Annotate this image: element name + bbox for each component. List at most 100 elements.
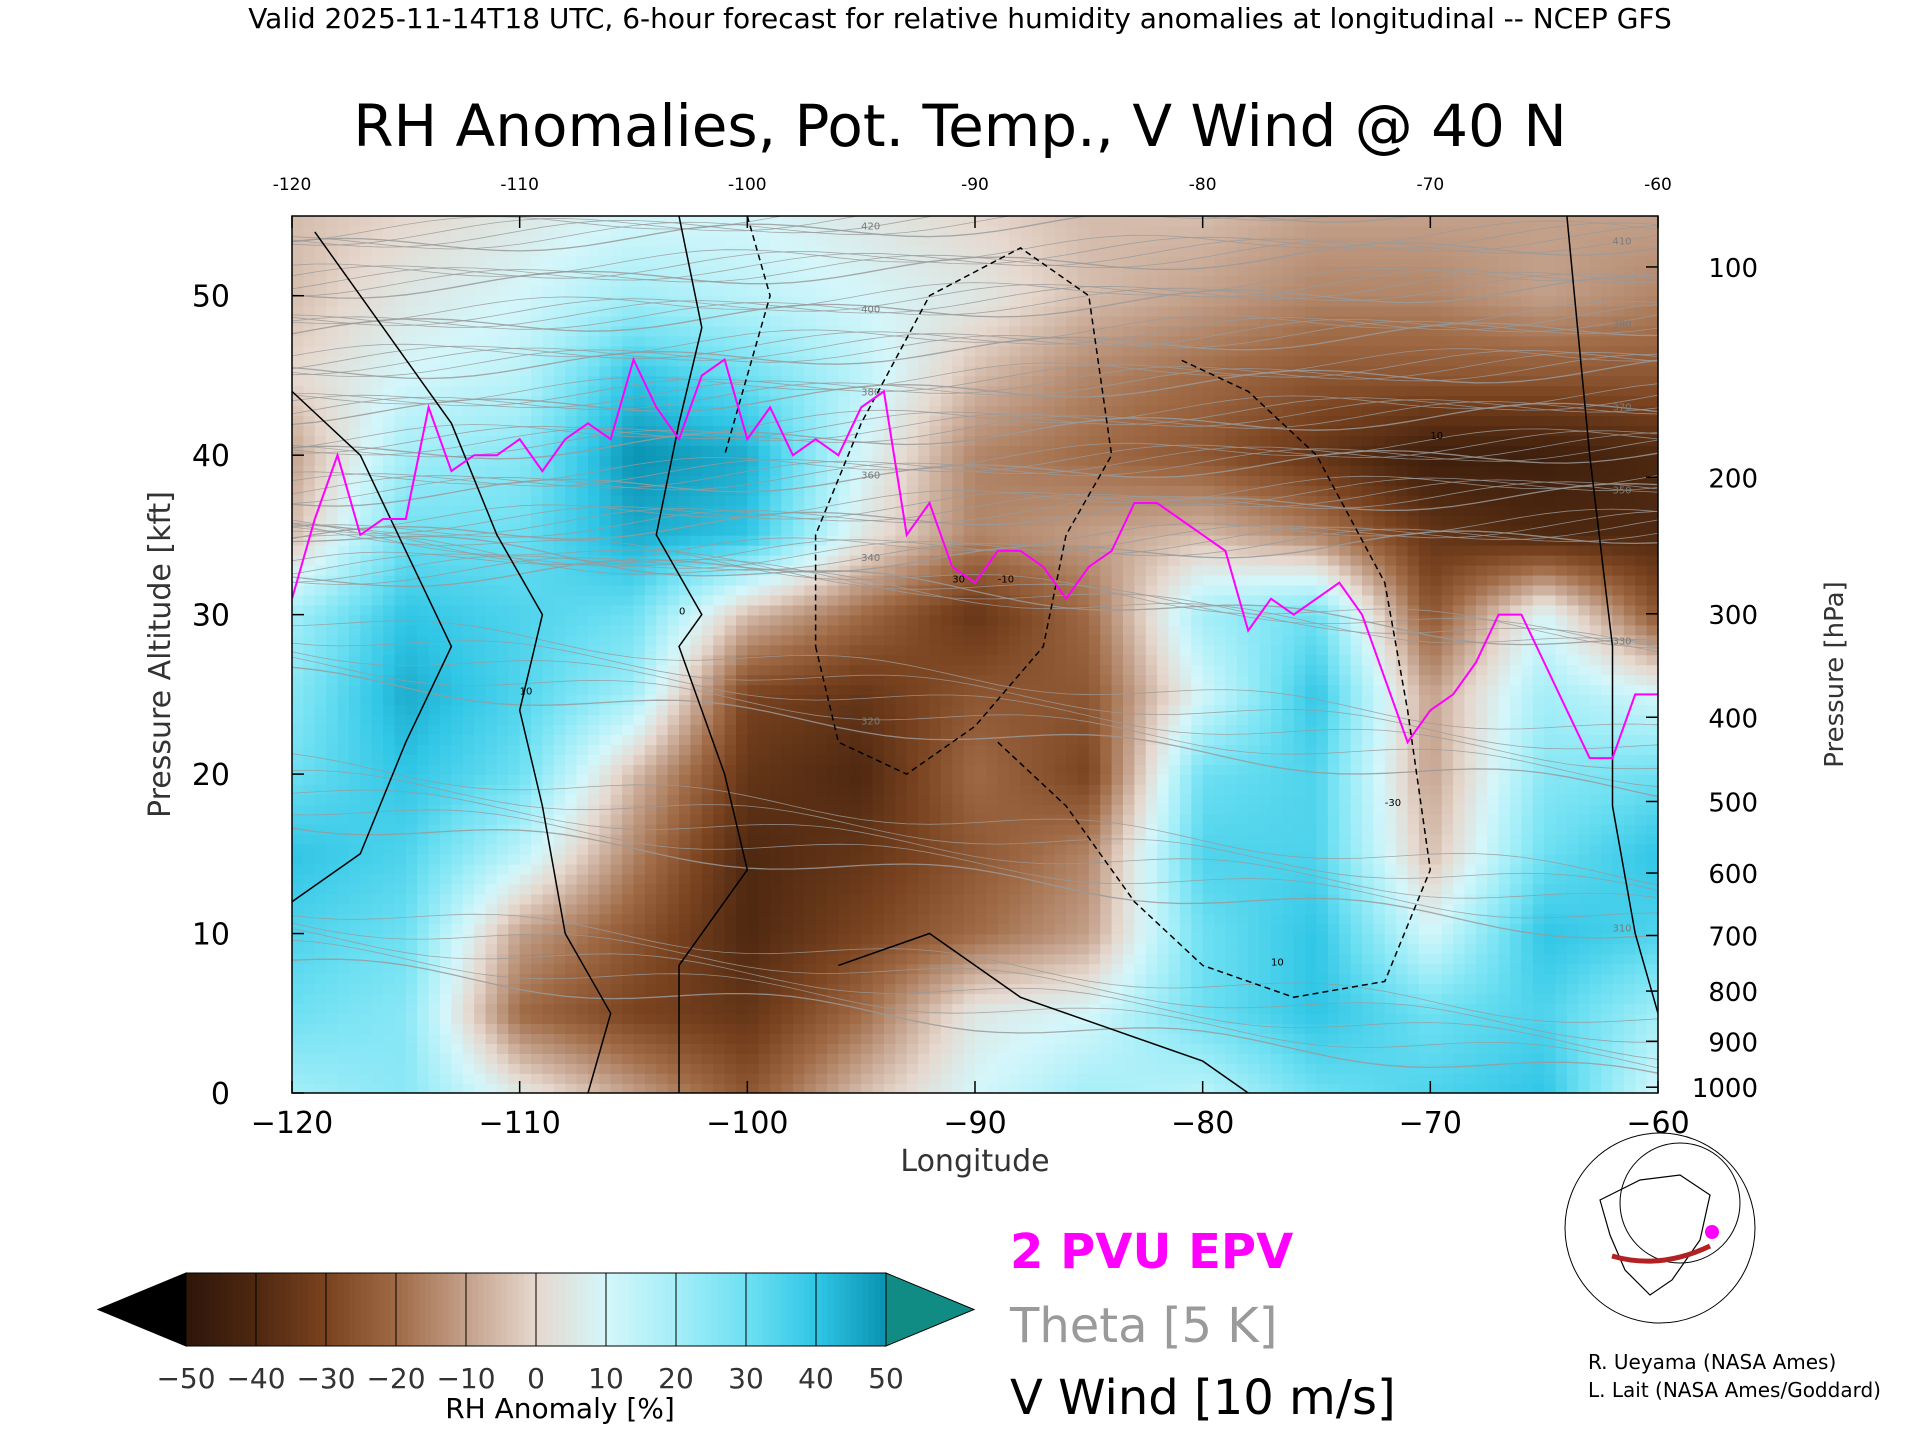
heatmap-cell (474, 883, 487, 895)
heatmap-cell (679, 754, 692, 765)
heatmap-cell (1282, 774, 1295, 785)
heatmap-cell (1225, 754, 1238, 765)
heatmap-cell (292, 993, 305, 1005)
heatmap-cell (405, 1063, 419, 1074)
heatmap-cell (1031, 953, 1045, 965)
heatmap-cell (1521, 1063, 1534, 1074)
heatmap-cell (1202, 754, 1215, 765)
heatmap-cell (895, 774, 908, 785)
heatmap-cell (1532, 893, 1545, 905)
heatmap-cell (1191, 923, 1204, 935)
heatmap-cell (724, 1043, 737, 1054)
heatmap-cell (1077, 754, 1090, 765)
heatmap-cell (1544, 724, 1557, 736)
heatmap-cell (622, 704, 635, 716)
heatmap-cell (735, 744, 749, 755)
heatmap-cell (1510, 764, 1523, 775)
heatmap-cell (1589, 963, 1602, 975)
heatmap-cell (735, 784, 749, 795)
heatmap-cell (337, 813, 350, 825)
heatmap-cell (1373, 933, 1386, 945)
heatmap-cell (1122, 943, 1136, 955)
heatmap-cell (872, 843, 885, 855)
heatmap-cell (918, 813, 931, 825)
heatmap-cell (827, 744, 840, 755)
heatmap-cell (1487, 943, 1500, 955)
heatmap-cell (1111, 774, 1124, 785)
heatmap-cell (667, 1033, 680, 1044)
heatmap-cell (895, 744, 908, 755)
heatmap-cell (1157, 1073, 1170, 1084)
heatmap-cell (849, 744, 862, 755)
heatmap-cell (872, 923, 885, 935)
heatmap-cell (1111, 1033, 1124, 1044)
heatmap-cell (1270, 754, 1284, 765)
heatmap-cell (747, 794, 760, 805)
heatmap-cell (963, 813, 976, 825)
heatmap-cell (1100, 764, 1113, 775)
heatmap-cell (1373, 1053, 1386, 1064)
heatmap-cell (1327, 803, 1341, 815)
heatmap-cell (542, 794, 555, 805)
heatmap-cell (952, 903, 965, 915)
heatmap-cell (895, 893, 908, 905)
heatmap-cell (485, 1033, 498, 1044)
heatmap-cell (428, 794, 441, 805)
heatmap-cell (861, 1033, 874, 1044)
heatmap-cell (531, 923, 544, 935)
heatmap-cell (531, 873, 544, 885)
heatmap-cell (1339, 1023, 1352, 1035)
heatmap-cell (770, 1063, 783, 1074)
heatmap-cell (713, 963, 726, 975)
heatmap-cell (1088, 963, 1102, 975)
heatmap-cell (929, 973, 942, 985)
heatmap-cell (417, 993, 430, 1005)
heatmap-cell (508, 1063, 521, 1074)
heatmap-cell (1623, 923, 1637, 935)
heatmap-cell (1555, 913, 1568, 925)
heatmap-cell (1373, 784, 1386, 795)
heatmap-cell (360, 893, 373, 905)
heatmap-cell (1282, 1003, 1295, 1015)
heatmap-cell (1088, 774, 1102, 785)
heatmap-cell (1282, 1023, 1295, 1035)
heatmap-cell (975, 833, 988, 845)
heatmap-cell (667, 903, 680, 915)
heatmap-cell (439, 883, 453, 895)
heatmap-cell (1009, 1073, 1022, 1084)
heatmap-cell (1544, 873, 1557, 885)
heatmap-cell (1248, 784, 1261, 795)
heatmap-cell (1578, 754, 1591, 765)
heatmap-cell (1043, 784, 1056, 795)
heatmap-cell (679, 933, 692, 945)
heatmap-cell (952, 714, 965, 726)
heatmap-cell (952, 774, 965, 785)
heatmap-cell (1031, 883, 1045, 895)
heatmap-cell (1327, 1063, 1341, 1074)
heatmap-cell (918, 674, 931, 686)
heatmap-cell (656, 933, 669, 945)
heatmap-cell (1407, 714, 1420, 726)
heatmap-cell (1031, 903, 1045, 915)
heatmap-cell (1544, 803, 1557, 815)
heatmap-cell (1259, 1053, 1272, 1064)
heatmap-cell (1601, 903, 1614, 915)
heatmap-cell (633, 704, 646, 716)
heatmap-cell (565, 963, 578, 975)
heatmap-cell (1225, 1023, 1238, 1035)
heatmap-cell (622, 774, 635, 785)
heatmap-cell (1009, 863, 1022, 875)
heatmap-cell (1111, 913, 1124, 925)
heatmap-cell (1225, 953, 1238, 965)
heatmap-cell (417, 803, 430, 815)
heatmap-cell (1168, 803, 1181, 815)
heatmap-cell (383, 764, 396, 775)
heatmap-cell (531, 803, 544, 815)
heatmap-cell (940, 883, 954, 895)
heatmap-cell (1191, 1023, 1204, 1035)
heatmap-cell (428, 833, 441, 845)
heatmap-cell (1020, 963, 1033, 975)
heatmap-cell (1601, 714, 1614, 726)
heatmap-cell (405, 1023, 419, 1035)
heatmap-cell (394, 744, 407, 755)
